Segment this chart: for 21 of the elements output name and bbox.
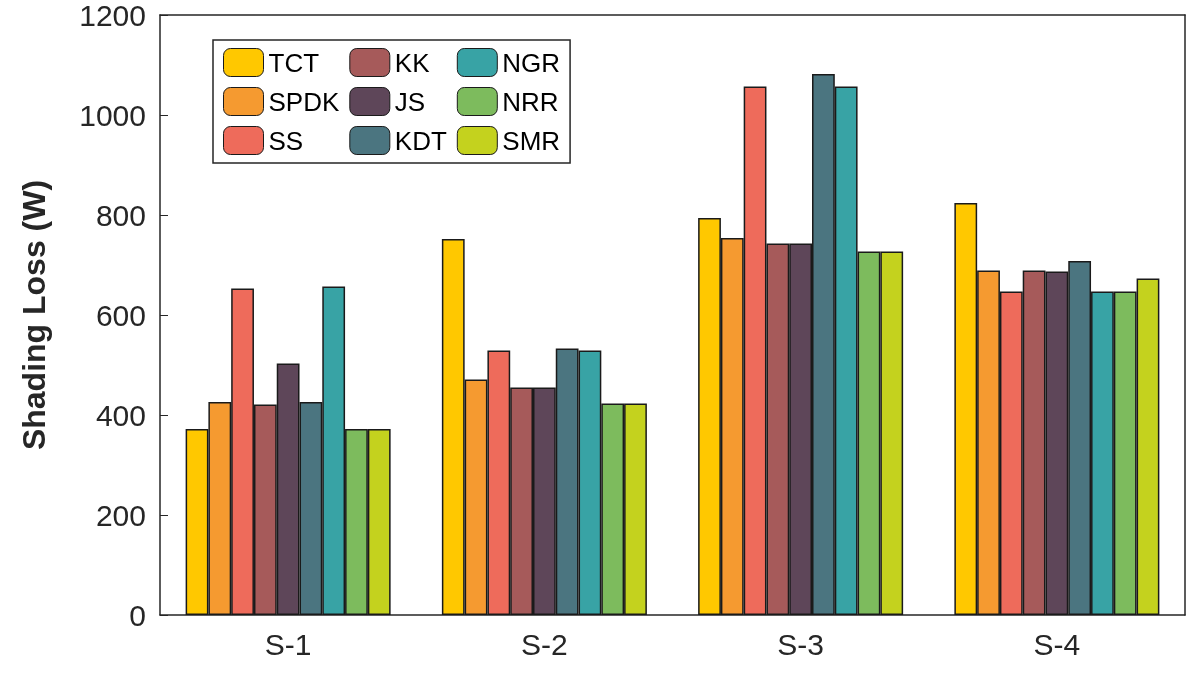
- legend-label: SPDK: [268, 86, 340, 117]
- legend-label: JS: [394, 86, 426, 117]
- legend-label: KDT: [394, 125, 447, 156]
- legend-label: NRR: [502, 86, 559, 117]
- legend-label: SMR: [502, 125, 561, 156]
- y-tick-label: 1200: [79, 0, 146, 32]
- x-tick-label: S-1: [264, 627, 312, 661]
- x-tick-label: S-4: [1033, 627, 1081, 661]
- y-tick-label: 1000: [79, 98, 146, 132]
- y-tick-label: 0: [129, 598, 146, 632]
- legend-label: SS: [268, 125, 304, 156]
- y-tick-label: 600: [95, 298, 146, 332]
- legend-label: KK: [394, 47, 431, 78]
- y-tick-label: 200: [95, 498, 146, 532]
- y-tick-label: 800: [95, 198, 146, 232]
- y-axis-title: Shading Loss (W): [16, 179, 52, 451]
- legend-label: NGR: [502, 47, 561, 78]
- legend-label: TCT: [268, 47, 320, 78]
- x-tick-label: S-3: [777, 627, 824, 661]
- x-tick-label: S-2: [521, 627, 568, 661]
- y-tick-label: 400: [95, 398, 146, 432]
